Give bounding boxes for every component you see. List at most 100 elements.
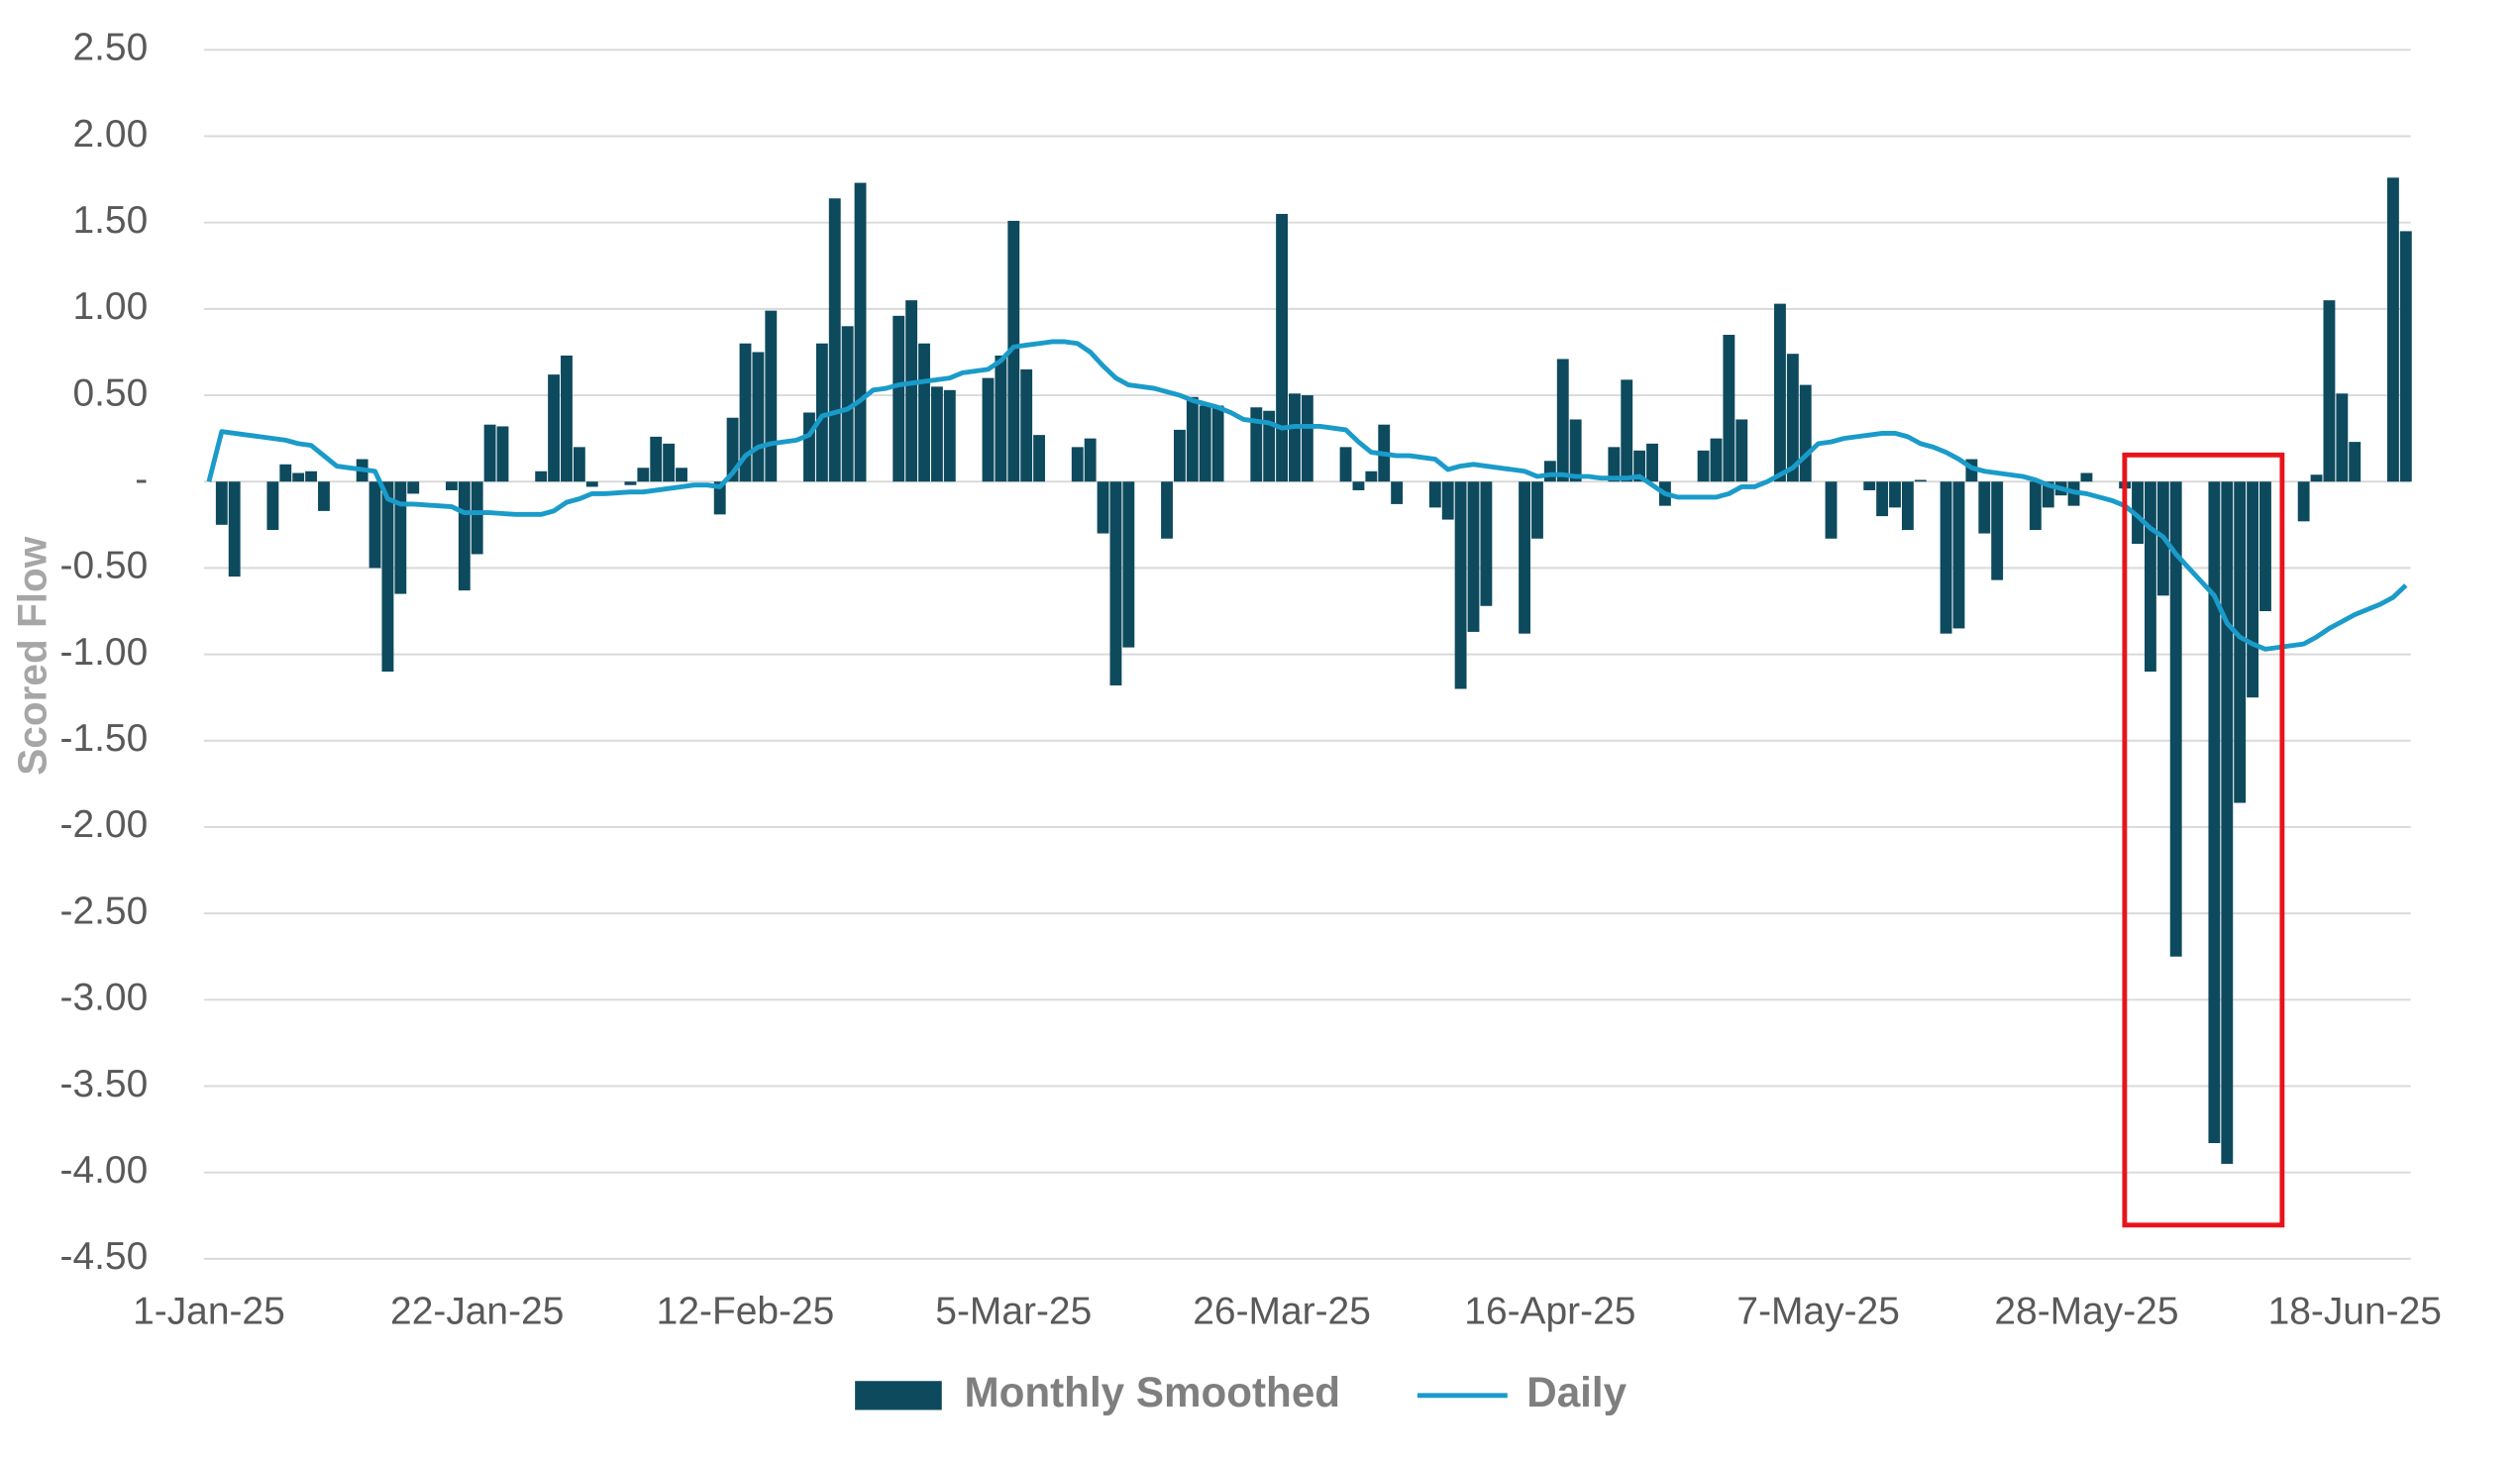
y-tick-label: -4.00 [60, 1149, 149, 1192]
bar [1863, 481, 1876, 490]
bar [1723, 335, 1735, 482]
y-tick-label: -3.50 [60, 1063, 149, 1105]
bar [2144, 481, 2156, 673]
bar [2336, 393, 2349, 482]
bar [854, 182, 867, 482]
y-tick-label: 0.50 [72, 371, 148, 414]
bar [2323, 300, 2336, 482]
bar [1710, 438, 1723, 482]
bar [573, 447, 585, 482]
bar [318, 481, 330, 511]
bar [2234, 481, 2247, 803]
y-tick-label: -2.00 [60, 803, 149, 846]
bar [1914, 479, 1927, 482]
bar [407, 481, 420, 494]
bar [394, 481, 407, 594]
bar [1876, 481, 1889, 517]
bar [279, 464, 292, 482]
bar [1186, 396, 1199, 482]
y-tick-label: - [135, 459, 148, 501]
bar [1940, 481, 1952, 634]
bar [292, 472, 305, 482]
bar [1084, 438, 1097, 482]
legend-label: Daily [1526, 1369, 1627, 1415]
bar [2349, 442, 2362, 482]
bar [1901, 481, 1914, 531]
bar [305, 470, 318, 482]
bar [1786, 354, 1799, 482]
bar [1735, 419, 1748, 482]
x-tick-label: 5-Mar-25 [935, 1290, 1092, 1332]
bar [624, 481, 637, 485]
bar [2132, 481, 2144, 544]
bar [905, 300, 918, 482]
line [206, 339, 2408, 652]
y-axis-title: Scored Flow [9, 536, 54, 776]
bar [752, 352, 765, 482]
bar [1033, 435, 1046, 482]
bar [1608, 447, 1621, 482]
y-tick-label: 2.00 [72, 113, 148, 156]
bar [2042, 481, 2054, 508]
x-tick-label: 1-Jan-25 [133, 1290, 285, 1332]
bar [982, 377, 995, 482]
bar [2221, 481, 2234, 1164]
bar [1071, 447, 1084, 482]
bar [1391, 481, 1404, 504]
bar [1276, 213, 1289, 482]
y-tick-label: -3.00 [60, 977, 149, 1019]
bar [995, 355, 1007, 482]
bar [368, 481, 381, 569]
bar [943, 389, 956, 482]
bar [1122, 481, 1135, 648]
bar [1211, 405, 1224, 482]
bar [1428, 481, 1441, 508]
bar [1621, 379, 1633, 482]
bar [471, 481, 483, 555]
bar [1173, 429, 1186, 482]
bar [1097, 481, 1109, 534]
bar [2169, 481, 2182, 957]
bar [1263, 410, 1276, 482]
bar [1289, 393, 1301, 482]
bar [535, 470, 548, 482]
bar [1301, 395, 1313, 482]
bar [1978, 481, 1991, 534]
bar [2297, 481, 2310, 522]
bar [228, 481, 241, 577]
bar [1633, 450, 1646, 482]
y-tick-label: -0.50 [60, 545, 149, 587]
x-tick-label: 22-Jan-25 [390, 1290, 564, 1332]
bar [2247, 481, 2259, 698]
legend-swatch [855, 1381, 942, 1411]
bar [650, 436, 663, 482]
bar [483, 424, 496, 482]
bar [548, 374, 561, 482]
bar [1543, 461, 1556, 482]
bar [1952, 481, 1965, 629]
bar [1020, 368, 1033, 482]
legend-label: Monthly Smoothed [964, 1369, 1340, 1415]
bar [496, 426, 509, 482]
bar [1007, 220, 1020, 482]
y-tick-label: -2.50 [60, 889, 149, 932]
bar [2029, 481, 2042, 531]
highlight-box [2122, 452, 2285, 1228]
bar [803, 412, 815, 482]
x-tick-label: 7-May-25 [1736, 1290, 1899, 1332]
bar [2080, 472, 2093, 482]
bar [739, 343, 752, 482]
bar [1697, 450, 1710, 482]
bar [2386, 177, 2399, 482]
y-tick-label: 1.50 [72, 199, 148, 242]
bar [1774, 303, 1786, 482]
bar [1480, 481, 1493, 606]
bar [1199, 405, 1211, 482]
bar [445, 481, 458, 490]
bar [1365, 470, 1378, 482]
bar [1467, 481, 1480, 632]
bar [637, 468, 650, 482]
bar [1109, 481, 1122, 685]
